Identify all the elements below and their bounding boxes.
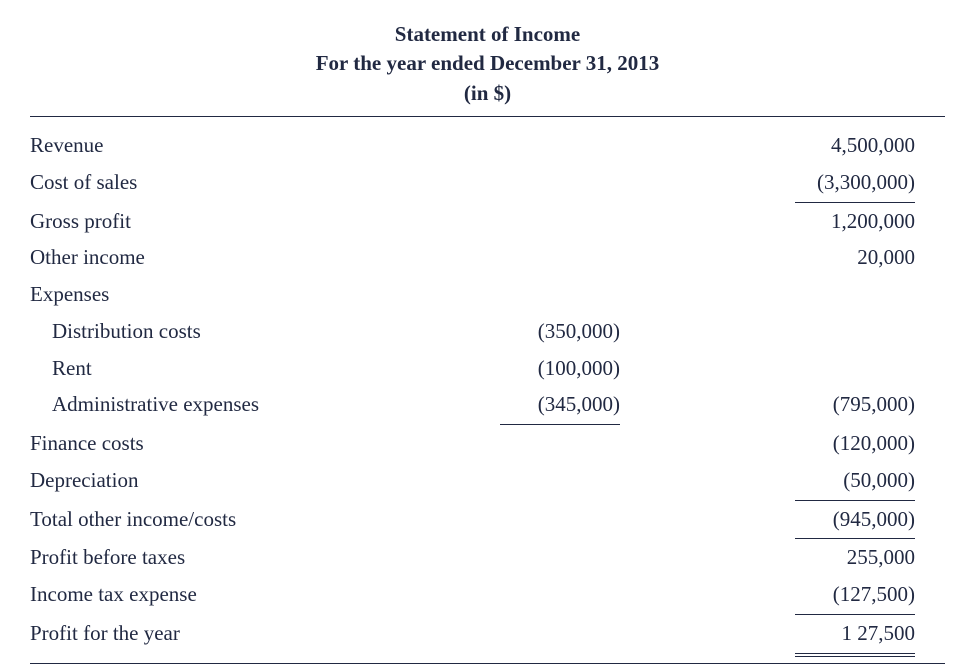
row-label: Administrative expenses <box>30 386 450 423</box>
row-right-col: (127,500) <box>630 576 945 615</box>
row-right-value: (127,500) <box>795 576 915 615</box>
table-row: Rent (100,000) <box>30 350 945 387</box>
row-right-value: 4,500,000 <box>795 127 915 164</box>
row-right-value: 1 27,500 <box>795 615 915 657</box>
table-row: Finance costs (120,000) <box>30 425 945 462</box>
row-right-col: 1,200,000 <box>630 203 945 240</box>
row-right-value: (120,000) <box>795 425 915 462</box>
table-row: Profit before taxes 255,000 <box>30 539 945 576</box>
row-label: Profit for the year <box>30 615 450 652</box>
row-label: Cost of sales <box>30 164 450 201</box>
row-right-col: 1 27,500 <box>630 615 945 657</box>
row-mid-col: (345,000) <box>450 386 630 425</box>
row-label: Profit before taxes <box>30 539 450 576</box>
row-label: Distribution costs <box>30 313 450 350</box>
row-label: Finance costs <box>30 425 450 462</box>
row-right-col: (945,000) <box>630 501 945 540</box>
row-mid-col: (100,000) <box>450 350 630 387</box>
table-row: Other income 20,000 <box>30 239 945 276</box>
table-row: Administrative expenses (345,000) (795,000… <box>30 386 945 425</box>
row-right-col: 255,000 <box>630 539 945 576</box>
row-right-col: (50,000) <box>630 462 945 501</box>
table-row: Gross profit 1,200,000 <box>30 203 945 240</box>
statement-subtitle: For the year ended December 31, 2013 <box>30 49 945 78</box>
row-right-col: (795,000) <box>630 386 945 423</box>
row-right-value: (3,300,000) <box>795 164 915 203</box>
row-label: Total other income/costs <box>30 501 450 538</box>
table-row: Income tax expense (127,500) <box>30 576 945 615</box>
row-right-value: 1,200,000 <box>795 203 915 240</box>
row-right-value: 255,000 <box>795 539 915 576</box>
table-row: Distribution costs (350,000) <box>30 313 945 350</box>
row-right-col: 4,500,000 <box>630 127 945 164</box>
statement-header: Statement of Income For the year ended D… <box>30 20 945 117</box>
table-row: Cost of sales (3,300,000) <box>30 164 945 203</box>
table-row: Profit for the year 1 27,500 <box>30 615 945 657</box>
row-mid-col: (350,000) <box>450 313 630 350</box>
table-row: Revenue 4,500,000 <box>30 127 945 164</box>
row-right-col: (120,000) <box>630 425 945 462</box>
statement-unit: (in $) <box>30 79 945 108</box>
row-label: Other income <box>30 239 450 276</box>
row-label: Income tax expense <box>30 576 450 613</box>
row-mid-value: (350,000) <box>500 313 620 350</box>
row-label: Depreciation <box>30 462 450 499</box>
statement-title: Statement of Income <box>30 20 945 49</box>
row-right-col: (3,300,000) <box>630 164 945 203</box>
row-label: Gross profit <box>30 203 450 240</box>
row-label: Revenue <box>30 127 450 164</box>
row-right-value: 20,000 <box>795 239 915 276</box>
row-mid-value: (100,000) <box>500 350 620 387</box>
row-label: Rent <box>30 350 450 387</box>
row-mid-value: (345,000) <box>500 386 620 425</box>
income-statement: Statement of Income For the year ended D… <box>30 20 945 664</box>
row-right-value: (795,000) <box>795 386 915 423</box>
row-label: Expenses <box>30 276 450 313</box>
table-row: Total other income/costs (945,000) <box>30 501 945 540</box>
row-right-value: (50,000) <box>795 462 915 501</box>
row-right-value: (945,000) <box>795 501 915 540</box>
table-row: Expenses <box>30 276 945 313</box>
row-right-col: 20,000 <box>630 239 945 276</box>
statement-rows: Revenue 4,500,000 Cost of sales (3,300,000)… <box>30 117 945 657</box>
table-row: Depreciation (50,000) <box>30 462 945 501</box>
